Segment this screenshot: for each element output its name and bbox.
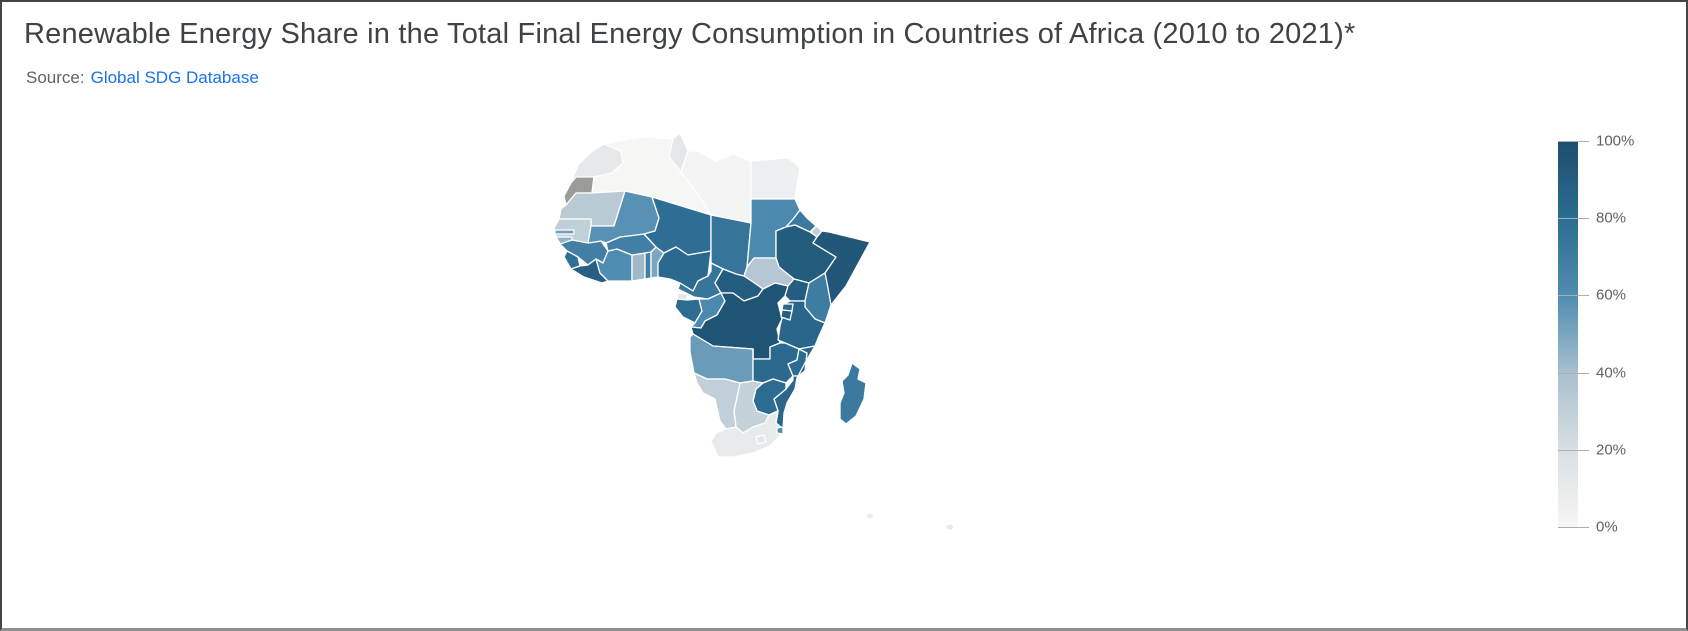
legend-tick (1558, 218, 1589, 220)
small-island (866, 513, 874, 519)
small-island (946, 524, 954, 530)
africa-choropleth-map (547, 130, 967, 530)
legend-tick-label: 60% (1596, 286, 1627, 304)
country-gm[interactable] (554, 229, 575, 235)
country-eg[interactable] (750, 157, 801, 200)
legend-tick-label: 0% (1596, 518, 1618, 536)
source-line: Source: Global SDG Database (26, 68, 259, 88)
country-gh[interactable] (631, 252, 646, 282)
legend-gradient-bar (1558, 141, 1578, 527)
country-na[interactable] (693, 372, 741, 430)
legend-tick (1558, 141, 1589, 142)
legend-tick (1558, 527, 1589, 528)
legend-tick-label: 80% (1596, 209, 1627, 227)
country-tg[interactable] (644, 251, 652, 280)
legend-tick (1558, 449, 1589, 451)
country-ls[interactable] (755, 434, 767, 445)
legend-tick (1558, 372, 1589, 374)
source-label: Source: (26, 68, 85, 87)
color-scale-legend: 100% 80% 60% 40% 20% 0% (1552, 132, 1682, 542)
page-title: Renewable Energy Share in the Total Fina… (24, 18, 1356, 50)
legend-tick-label: 20% (1596, 441, 1627, 459)
source-link[interactable]: Global SDG Database (90, 68, 259, 87)
legend-tick-label: 40% (1596, 364, 1627, 382)
legend-tick (1558, 295, 1589, 297)
country-ly[interactable] (680, 150, 752, 224)
country-bi[interactable] (780, 309, 793, 321)
legend-tick-label: 100% (1596, 132, 1635, 150)
country-sz[interactable] (776, 426, 784, 435)
country-mg[interactable] (839, 362, 867, 425)
